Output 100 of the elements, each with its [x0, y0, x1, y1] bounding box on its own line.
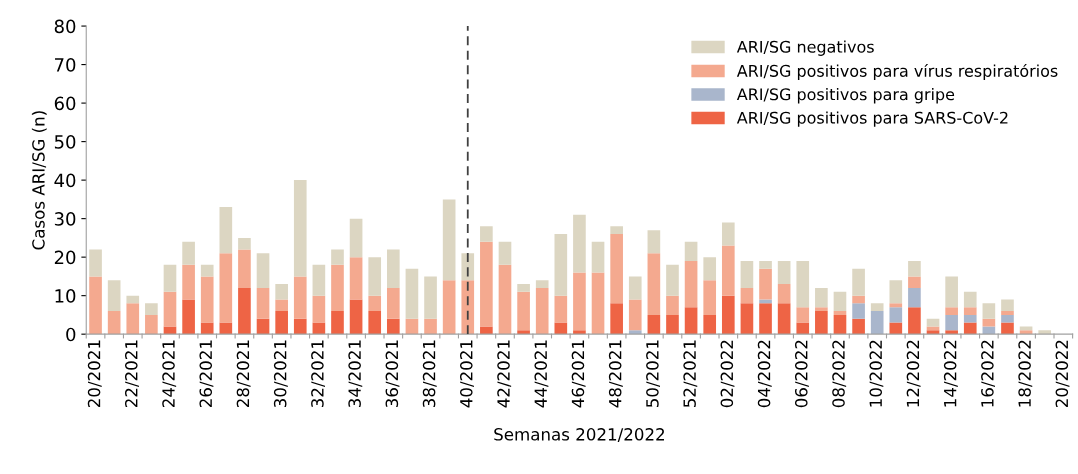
x-tick-label: 50/2021	[646, 340, 661, 407]
bar	[275, 284, 288, 300]
bar	[498, 264, 512, 335]
bar	[796, 307, 810, 323]
bar	[368, 257, 382, 296]
bar	[647, 230, 661, 254]
bar	[275, 299, 288, 312]
bar	[368, 295, 382, 312]
x-tick-label: 20/2021	[87, 340, 102, 408]
x-tick-label: 04/2022	[757, 340, 772, 408]
x-tick-label: 18/2022	[1018, 340, 1033, 407]
bar	[889, 322, 903, 335]
bar	[945, 307, 958, 315]
x-tick-label: 28/2021	[236, 340, 251, 408]
bar	[815, 287, 828, 308]
x-tick-label: 36/2021	[385, 340, 400, 407]
bar	[554, 322, 568, 335]
bar	[182, 299, 195, 335]
legend-label: ARI/SG positivos para vírus respiratórios	[736, 63, 1058, 80]
y-tick-label: 80	[54, 19, 76, 34]
bar	[461, 280, 475, 335]
bar	[331, 311, 344, 335]
x-tick-label: 48/2021	[608, 340, 623, 408]
bar	[312, 295, 326, 323]
bar	[1038, 330, 1052, 335]
bar	[852, 318, 865, 335]
bar	[777, 284, 791, 304]
bar	[163, 291, 177, 327]
bar	[721, 222, 735, 246]
bar	[777, 261, 791, 285]
bar	[684, 241, 698, 261]
bar	[889, 280, 903, 304]
bar	[908, 307, 921, 335]
bar	[107, 311, 121, 335]
bar	[331, 264, 344, 312]
bar	[1001, 299, 1014, 312]
bar	[517, 330, 530, 335]
bar	[852, 268, 865, 296]
bar	[349, 257, 363, 300]
bar	[684, 261, 698, 308]
bar	[182, 241, 195, 265]
bar	[517, 291, 530, 331]
x-tick-label: 40/2021	[459, 340, 474, 408]
bar	[163, 326, 177, 335]
bar	[703, 257, 717, 281]
bar	[145, 314, 158, 335]
y-tick-label: 60	[54, 96, 76, 111]
bar	[107, 280, 121, 312]
bar	[1019, 326, 1033, 331]
bar	[480, 326, 493, 335]
bar	[628, 276, 642, 300]
bar	[889, 303, 903, 308]
bar	[573, 214, 586, 273]
y-tick-label: 50	[54, 135, 76, 149]
bar	[200, 276, 214, 323]
bar	[517, 284, 530, 292]
bar	[219, 207, 233, 254]
x-tick-label: 22/2021	[125, 340, 139, 408]
bar	[610, 226, 623, 235]
bar	[89, 276, 102, 335]
bar	[386, 249, 400, 288]
x-tick-label: 26/2021	[199, 340, 214, 408]
bar	[200, 264, 214, 277]
x-axis-title: Semanas 2021/2022	[494, 428, 664, 442]
bar	[647, 253, 661, 315]
bar	[628, 330, 642, 335]
bar	[442, 280, 456, 335]
bar	[219, 322, 233, 335]
bar	[89, 249, 102, 277]
bar	[1001, 314, 1014, 323]
y-tick-label: 70	[55, 58, 76, 72]
bar	[573, 330, 586, 335]
bar	[908, 276, 921, 288]
bar	[926, 330, 940, 335]
bar	[535, 287, 549, 335]
bar	[480, 226, 493, 242]
bar	[982, 303, 996, 319]
bar	[963, 314, 977, 323]
bar	[703, 314, 717, 335]
bar	[349, 218, 363, 258]
bar	[852, 295, 865, 304]
bar	[833, 311, 847, 315]
bar	[480, 241, 493, 327]
bar	[256, 253, 270, 288]
bar	[312, 322, 326, 335]
bar	[293, 318, 307, 335]
bar	[238, 287, 251, 335]
bar	[442, 199, 456, 281]
y-tick-label: 40	[54, 173, 76, 188]
bar	[219, 253, 233, 323]
x-tick-label: 24/2021	[162, 340, 177, 408]
bar	[777, 303, 791, 335]
x-tick-label: 30/2021	[273, 340, 288, 407]
bar	[312, 264, 326, 296]
bar	[163, 264, 177, 292]
legend-label: ARI/SG positivos para SARS-CoV-2	[736, 111, 1008, 127]
bar	[666, 264, 679, 296]
x-tick-label: 38/2021	[422, 340, 437, 407]
bar	[721, 245, 735, 296]
bar	[1001, 311, 1014, 315]
